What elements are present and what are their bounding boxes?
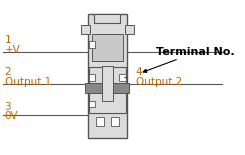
Text: +V: +V [5, 44, 20, 55]
Text: Terminal No.: Terminal No. [156, 47, 234, 57]
Text: Output 2: Output 2 [136, 77, 182, 87]
Bar [102, 66, 113, 101]
Bar [125, 25, 134, 34]
Bar [81, 25, 90, 34]
Bar [110, 117, 119, 126]
Bar [119, 74, 126, 81]
Text: 0V: 0V [5, 111, 18, 122]
Bar [96, 117, 104, 126]
Text: 3: 3 [5, 102, 11, 112]
Bar [89, 67, 126, 113]
Bar [85, 83, 129, 93]
Bar [89, 74, 95, 81]
Text: Output 1: Output 1 [5, 77, 51, 87]
Text: 2: 2 [5, 67, 11, 78]
Text: 1: 1 [5, 35, 11, 45]
Bar [92, 34, 123, 61]
Bar [88, 14, 127, 138]
Bar [89, 101, 95, 107]
Text: 4: 4 [136, 67, 142, 78]
Bar [89, 41, 95, 48]
Bar [95, 14, 120, 23]
